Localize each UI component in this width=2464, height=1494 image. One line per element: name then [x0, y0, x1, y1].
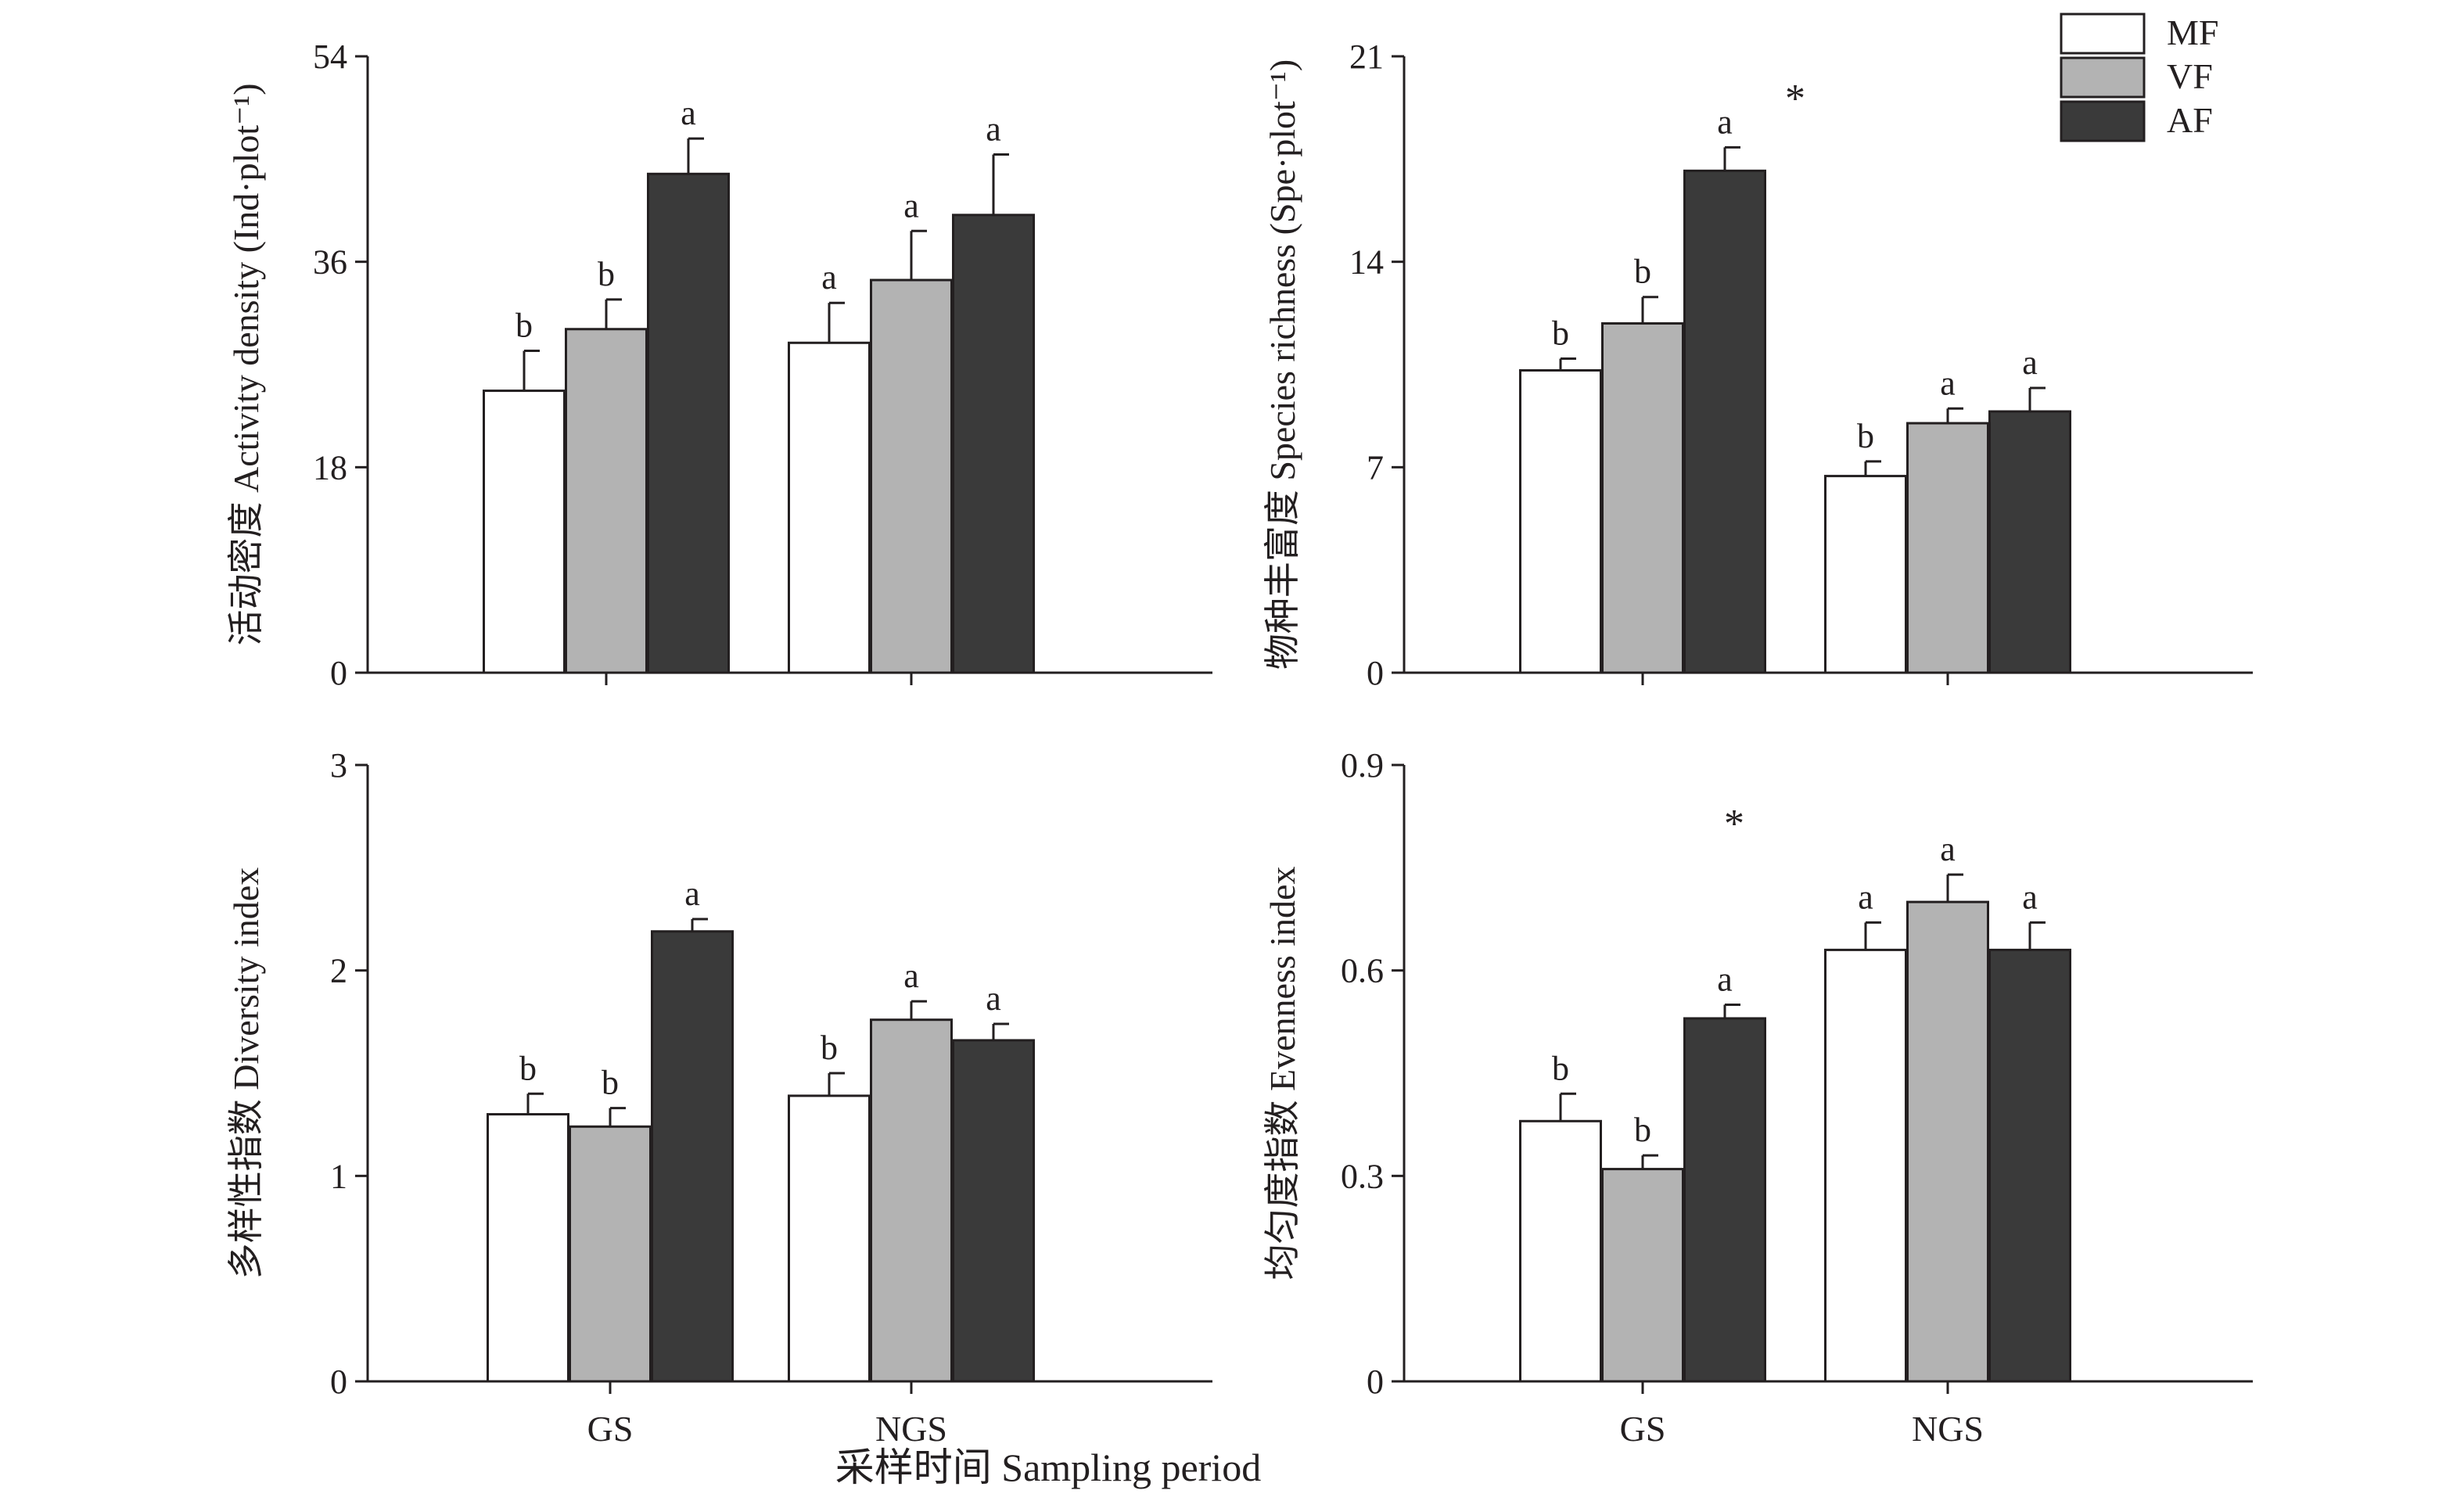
top-left-bar-mf-gs — [483, 390, 566, 674]
chart-panels: 0 18 36 54 活动密度 Activity density (Ind·plot⁻¹… — [226, 38, 2253, 1449]
bottom-right-bar-mf-gs — [1519, 1119, 1602, 1383]
bottom-right-significance-letter: b — [1552, 1049, 1569, 1087]
top-left-bar-vf-gs — [565, 328, 648, 674]
top-left-y-tick-label: 36 — [313, 243, 347, 282]
bottom-left-y-tick-label: 2 — [330, 952, 347, 990]
top-right-significance-letter: b — [1634, 253, 1651, 291]
bottom-right-bar-af-gs — [1683, 1017, 1766, 1383]
top-right-significance-asterisk: * — [1785, 77, 1805, 121]
top-left-bar-af-ngs — [952, 214, 1035, 674]
top-left-significance-letter: a — [821, 258, 837, 296]
top-left-bar-mf-ngs — [788, 341, 871, 674]
bottom-left-y-tick-label: 3 — [330, 746, 347, 785]
top-left-y-tick-label: 18 — [313, 448, 347, 487]
top-right-bar-vf-ngs — [1906, 422, 1989, 674]
panel-top-right: 0 7 14 21 物种丰富度 Species richness (Spe·plot⁻¹… — [1263, 38, 2253, 692]
bottom-left-significance-letter: b — [821, 1029, 838, 1067]
bottom-left-y-axis-label: 多样性指数 Diversity index — [226, 867, 266, 1279]
bottom-right-category-label: GS — [1620, 1409, 1666, 1449]
top-right-y-tick-label: 0 — [1367, 654, 1384, 692]
bottom-right-y-tick-label: 0 — [1367, 1363, 1384, 1401]
panel-top-left: 0 18 36 54 活动密度 Activity density (Ind·plot⁻¹… — [226, 38, 1212, 692]
top-left-significance-letter: a — [986, 110, 1001, 148]
bottom-left-significance-letter: a — [986, 979, 1001, 1018]
bottom-left-significance-letter: b — [519, 1049, 537, 1087]
top-left-significance-letter: a — [903, 186, 919, 224]
legend-swatch-af — [2060, 100, 2146, 142]
bottom-right-y-tick-label: 0.6 — [1341, 952, 1384, 990]
bottom-left-significance-letter: b — [602, 1064, 619, 1102]
legend-swatch-mf — [2060, 13, 2146, 55]
bottom-left-bar-vf-gs — [569, 1125, 652, 1383]
top-right-bar-mf-ngs — [1824, 475, 1907, 674]
top-right-y-tick-label: 21 — [1349, 38, 1384, 76]
legend-label-af: AF — [2167, 100, 2213, 140]
legend-swatch-vf — [2060, 56, 2146, 99]
bottom-right-significance-letter: a — [2022, 878, 2038, 916]
bottom-left-significance-letter: a — [903, 957, 919, 995]
bottom-right-bar-mf-ngs — [1824, 948, 1907, 1383]
top-right-bar-vf-gs — [1601, 321, 1684, 674]
bottom-left-category-label: NGS — [875, 1409, 947, 1449]
bottom-left-bar-vf-ngs — [870, 1018, 953, 1383]
bottom-right-significance-asterisk: * — [1724, 802, 1744, 846]
top-left-y-tick-label: 54 — [313, 38, 347, 76]
top-right-y-tick-label: 7 — [1367, 448, 1384, 487]
top-right-significance-letter: a — [2022, 343, 2038, 382]
top-right-y-tick-label: 14 — [1349, 243, 1384, 282]
bottom-left-category-label: GS — [587, 1409, 634, 1449]
bottom-right-y-tick-label: 0.9 — [1341, 746, 1384, 785]
bottom-left-significance-letter: a — [684, 874, 700, 913]
bottom-left-bar-af-gs — [651, 930, 734, 1383]
top-right-significance-letter: a — [1717, 102, 1733, 141]
legend-label-vf: VF — [2167, 56, 2213, 96]
bottom-right-bar-vf-ngs — [1906, 900, 1989, 1383]
panel-bottom-left: 0 1 2 3 多样性指数 Diversity index GS NGS b b a b a a — [226, 746, 1212, 1449]
bottom-left-bar-mf-gs — [487, 1113, 569, 1383]
top-left-significance-letter: b — [598, 255, 615, 293]
top-left-significance-letter: b — [515, 306, 533, 344]
top-right-significance-letter: b — [1857, 417, 1874, 455]
bottom-right-bar-af-ngs — [1988, 948, 2071, 1383]
bottom-right-bar-vf-gs — [1601, 1168, 1684, 1383]
legend-label-mf: MF — [2167, 13, 2218, 52]
top-right-bar-af-ngs — [1988, 410, 2071, 674]
bottom-right-y-axis-label: 均匀度指数 Evenness index — [1263, 867, 1302, 1280]
x-axis-label: 采样时间 Sampling period — [835, 1446, 1261, 1489]
bottom-right-significance-letter: b — [1634, 1111, 1651, 1149]
top-right-significance-letter: b — [1552, 314, 1569, 352]
bottom-right-significance-letter: a — [1940, 830, 1956, 868]
top-right-bar-af-gs — [1683, 169, 1766, 674]
bottom-left-bar-af-ngs — [952, 1039, 1035, 1383]
top-left-y-axis-label: 活动密度 Activity density (Ind·plot⁻¹) — [226, 83, 266, 645]
bottom-left-y-tick-label: 1 — [330, 1157, 347, 1195]
top-left-bar-af-gs — [647, 172, 730, 674]
bottom-right-significance-letter: a — [1717, 960, 1733, 998]
top-right-y-axis-label: 物种丰富度 Species richness (Spe·plot⁻¹) — [1263, 59, 1302, 670]
bottom-left-bar-mf-ngs — [788, 1094, 871, 1383]
top-left-y-tick-label: 0 — [330, 654, 347, 692]
top-left-significance-letter: a — [681, 94, 696, 132]
bottom-right-y-tick-label: 0.3 — [1341, 1157, 1384, 1195]
bottom-right-category-label: NGS — [1912, 1409, 1984, 1449]
bottom-right-significance-letter: a — [1858, 878, 1873, 916]
top-left-bar-vf-ngs — [870, 278, 953, 674]
panel-bottom-right: 0 0.3 0.6 0.9 均匀度指数 Evenness index GS NGS b b a a a… — [1263, 746, 2253, 1449]
top-right-bar-mf-gs — [1519, 369, 1602, 674]
bottom-left-y-tick-label: 0 — [330, 1363, 347, 1401]
top-right-significance-letter: a — [1940, 364, 1956, 402]
